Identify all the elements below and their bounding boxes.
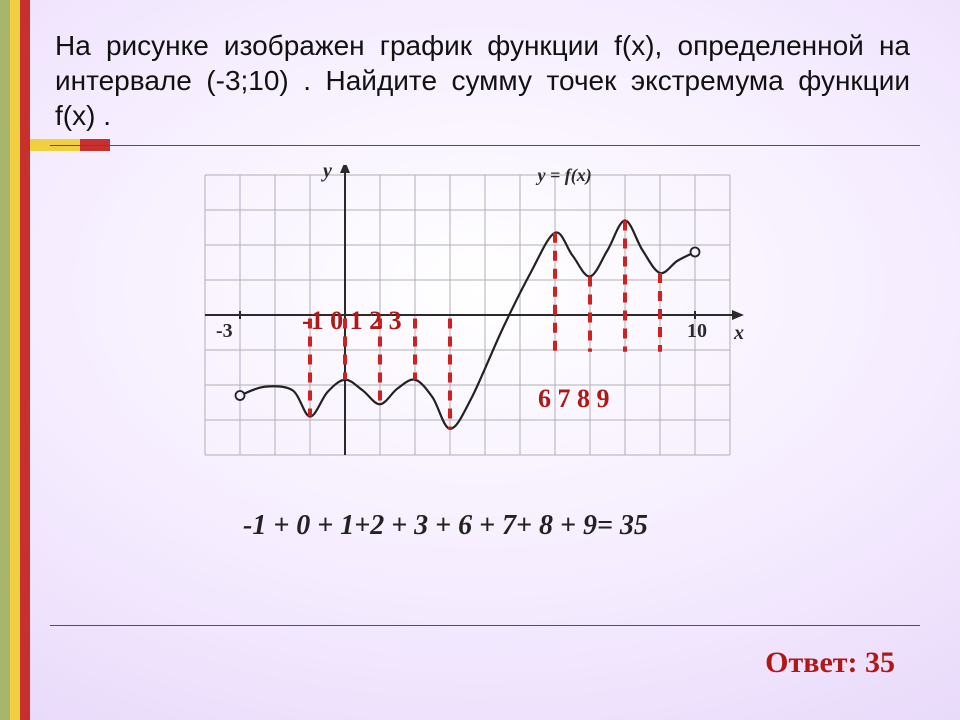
answer-text: Ответ: 35 [765, 646, 895, 680]
divider-top [50, 145, 920, 146]
svg-text:x: x [733, 322, 744, 344]
svg-text:10: 10 [687, 320, 707, 342]
problem-text: На рисунке изображен график функции f(x)… [55, 28, 910, 133]
svg-text:-3: -3 [216, 320, 233, 342]
bar-green [0, 0, 10, 720]
function-graph: y x y = f(x) -3 10 [195, 165, 775, 495]
left-accent-bars [0, 0, 30, 720]
extrema-labels-lower: 6 7 8 9 [538, 384, 610, 414]
chart-area: y x y = f(x) -3 10 -1 0 1 2 3 6 7 8 9 -1 + 0… [195, 165, 775, 565]
extrema-labels-upper: -1 0 1 2 3 [302, 306, 402, 336]
svg-text:y = f(x): y = f(x) [536, 165, 592, 186]
svg-text:y: y [321, 165, 332, 182]
bar-red [20, 0, 30, 720]
divider-bottom [50, 625, 920, 626]
bar-yellow [10, 0, 20, 720]
calculation-line: -1 + 0 + 1+2 + 3 + 6 + 7+ 8 + 9= 35 [243, 510, 648, 542]
